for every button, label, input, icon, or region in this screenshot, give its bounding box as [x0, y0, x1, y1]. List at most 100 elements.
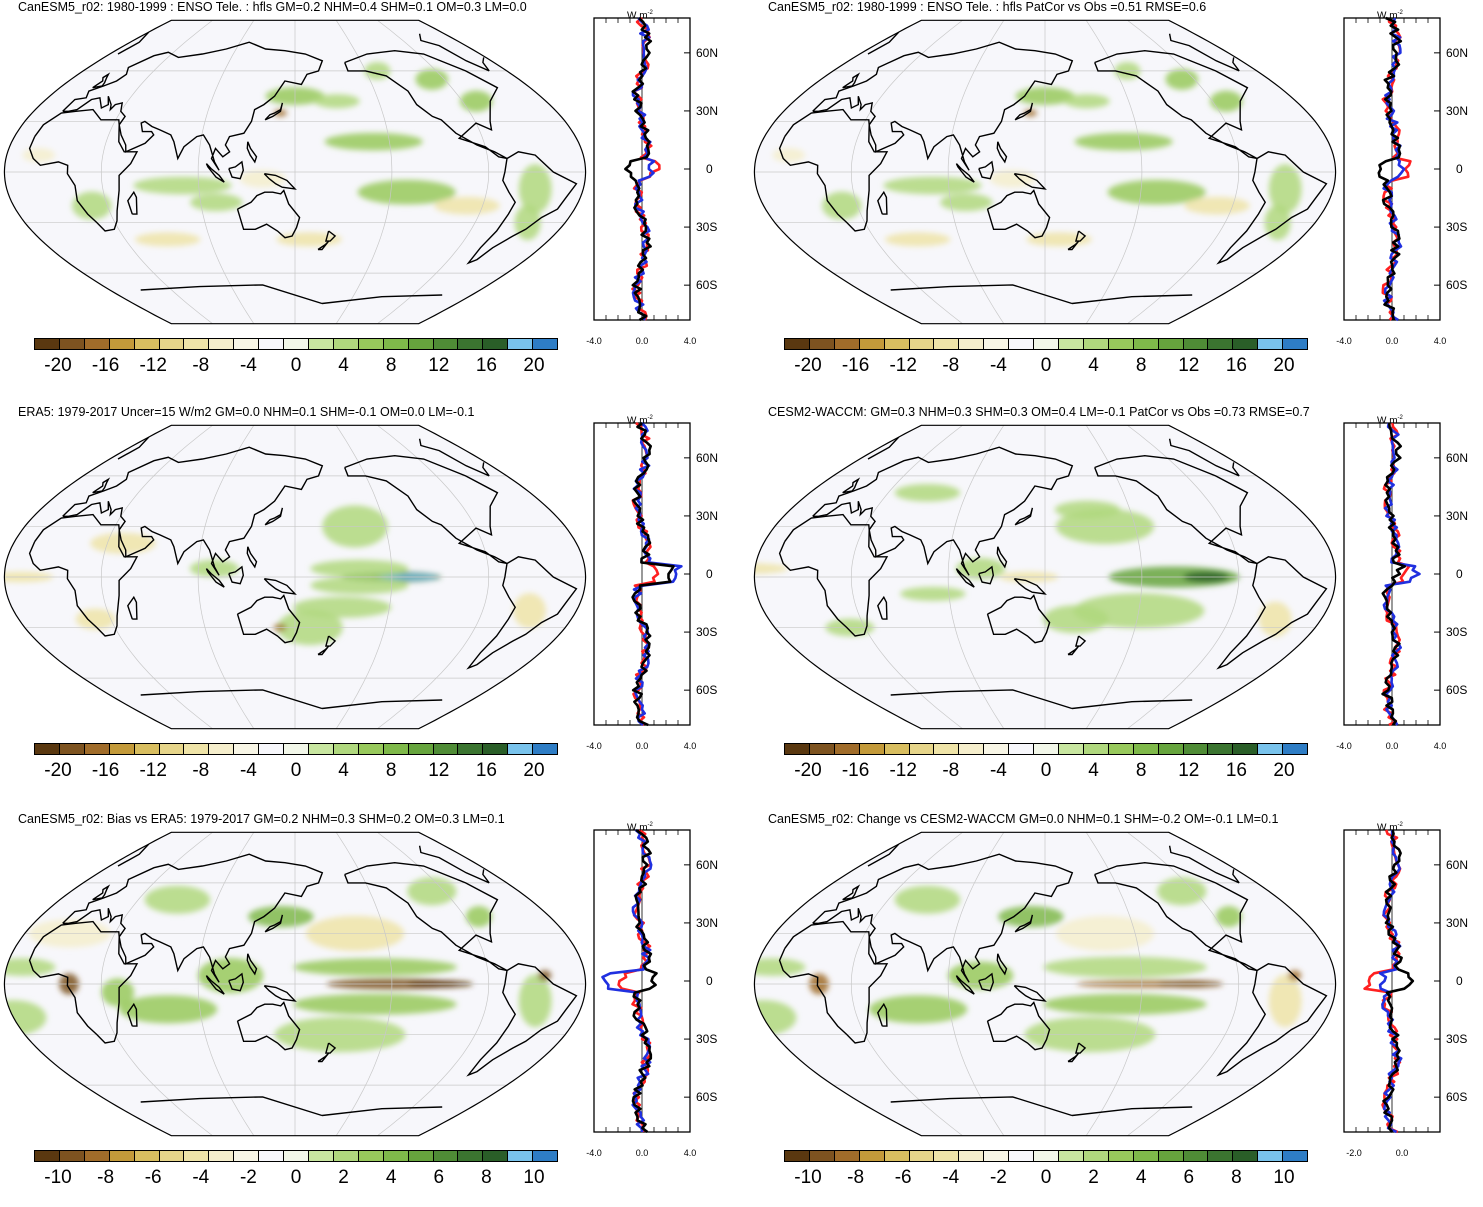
coastline-uk — [842, 72, 861, 89]
colorbar-swatch — [1283, 1151, 1308, 1161]
zonal-mean-plot: W m-2 60N 30N 0 30S 60S -2.0 0.0 — [1342, 822, 1468, 1166]
colorbar-swatch — [909, 744, 935, 754]
panel-title: CanESM5_r02: 1980-1999 : ENSO Tele. : hf… — [18, 0, 527, 14]
zonal-x-tick-label: -4.0 — [586, 336, 602, 346]
latitude-label: 30N — [696, 103, 719, 118]
panel-title: CanESM5_r02: Change vs CESM2-WACCM GM=0.… — [768, 812, 1279, 826]
colorbar-swatch — [159, 339, 185, 349]
colorbar-swatch — [1083, 339, 1109, 349]
anomaly-region — [1157, 877, 1207, 906]
coastline-philippines — [246, 953, 258, 976]
latitude-label: 0 — [1456, 162, 1463, 176]
colorbar-swatch — [59, 339, 85, 349]
coastline-samerica — [1216, 556, 1328, 670]
coastline-namerica — [1094, 861, 1258, 972]
coastline-uk — [842, 477, 861, 494]
latitude-label: 30N — [1446, 915, 1469, 930]
colorbar-tick-label: -16 — [841, 355, 870, 376]
colorbar-swatch — [909, 339, 935, 349]
colorbar-labels: -20 -16 -12 -8 -4 0 4 8 12 16 20 — [784, 355, 1308, 379]
coastline-newguinea — [1013, 578, 1047, 595]
coastline-newzealand — [1074, 635, 1087, 647]
coastline-uk — [92, 72, 111, 89]
colorbar-swatch — [259, 1151, 285, 1161]
colorbar-swatch — [259, 339, 285, 349]
coastline-greenland — [117, 843, 490, 884]
colorbar-swatch — [1058, 1151, 1084, 1161]
colorbar-swatch — [1009, 744, 1035, 754]
anomaly-region — [75, 608, 116, 630]
colorbar-swatch — [1108, 744, 1134, 754]
zonal-mean-plot: W m-2 60N 30N 0 30S 60S -4.0 0.0 4.0 — [1336, 415, 1468, 759]
zonal-unit-label: W m-2 — [1377, 822, 1403, 833]
colorbar-swatch — [284, 1151, 309, 1161]
colorbar-swatch — [884, 744, 910, 754]
anomaly-region — [1215, 906, 1243, 928]
anomaly-region — [1209, 90, 1243, 112]
coastline-eurasia — [812, 853, 1074, 983]
coastline-sumatra — [955, 568, 975, 588]
anomaly-region — [1042, 993, 1207, 1015]
colorbar-tick-label: 0 — [1040, 355, 1052, 376]
colorbar-swatch — [84, 1151, 110, 1161]
colorbar-tick-label: -4 — [989, 760, 1007, 781]
zonal-x-tick-label: 0.0 — [1395, 1148, 1409, 1158]
latitude-label: 60N — [1446, 45, 1469, 60]
world-map — [750, 14, 1340, 330]
colorbar-tick-label: -4 — [192, 1167, 210, 1188]
zonal-x-tick-label: 4.0 — [1433, 741, 1447, 751]
anomaly-region — [313, 94, 360, 109]
latitude-label: 60N — [696, 45, 719, 60]
colorbar-tick-label: -12 — [139, 760, 167, 781]
anomaly-region — [415, 68, 449, 90]
colorbar-tick-label: -8 — [942, 760, 960, 781]
colorbar-tick-label: 8 — [1135, 760, 1147, 781]
coastline-borneo — [978, 565, 995, 585]
map-border — [3, 831, 587, 1137]
panel-title: CanESM5_r02: 1980-1999 : ENSO Tele. : hf… — [768, 0, 1207, 14]
coastline-nz2 — [1067, 1052, 1080, 1063]
coastline-japan — [1014, 507, 1034, 526]
colorbar-swatch — [533, 744, 558, 754]
map-panel: CanESM5_r02: Bias vs ERA5: 1979-2017 GM=… — [0, 812, 740, 1207]
zonal-unit-label: W m-2 — [627, 10, 653, 21]
colorbar-swatch — [259, 744, 285, 754]
coastline-australia — [236, 1001, 301, 1051]
colorbar-tick-label: -10 — [794, 1167, 822, 1188]
colorbar-swatch — [284, 744, 309, 754]
coastline-philippines — [996, 141, 1008, 164]
panel-title: CanESM5_r02: Bias vs ERA5: 1979-2017 GM=… — [18, 812, 505, 826]
coastline-newguinea — [1013, 985, 1047, 1002]
coastline-samerica — [1216, 151, 1328, 265]
anomaly-region — [133, 176, 232, 195]
anomaly-region — [407, 877, 457, 906]
colorbar-swatch — [458, 339, 484, 349]
anomaly-region — [197, 958, 264, 994]
colorbar-labels: -10 -8 -6 -4 -2 0 2 4 6 8 10 — [784, 1167, 1308, 1191]
colorbar-tick-label: 4 — [1088, 760, 1099, 781]
colorbar-tick-label: 8 — [385, 355, 397, 376]
colorbar-tick-label: 20 — [523, 760, 545, 781]
zonal-x-tick-label: 0.0 — [635, 336, 649, 346]
colorbar — [34, 338, 558, 350]
colorbar-swatch — [1258, 339, 1284, 349]
anomaly-region — [72, 191, 112, 220]
zonal-unit-label: W m-2 — [627, 415, 653, 426]
zonal-unit-text: W m — [1377, 415, 1398, 427]
colorbar-tick-label: 0 — [290, 355, 302, 376]
anomaly-region — [310, 576, 409, 595]
coastline-greenland — [117, 31, 490, 72]
zonal-x-tick-label: 0.0 — [1385, 741, 1399, 751]
zonal-unit-exponent: -2 — [647, 822, 653, 828]
world-map — [0, 419, 590, 735]
colorbar-swatch — [1009, 1151, 1035, 1161]
colorbar-swatch — [834, 744, 860, 754]
map-panel: ERA5: 1979-2017 Uncer=15 W/m2 GM=0.0 NHM… — [0, 405, 740, 800]
colorbar-tick-label: -20 — [44, 355, 72, 376]
panel-title: ERA5: 1979-2017 Uncer=15 W/m2 GM=0.0 NHM… — [18, 405, 475, 419]
colorbar-swatch — [134, 339, 160, 349]
colorbar-tick-label: 20 — [1273, 355, 1295, 376]
colorbar-swatch — [234, 744, 260, 754]
coastline-sumatra — [205, 568, 225, 588]
world-map — [750, 419, 1340, 735]
